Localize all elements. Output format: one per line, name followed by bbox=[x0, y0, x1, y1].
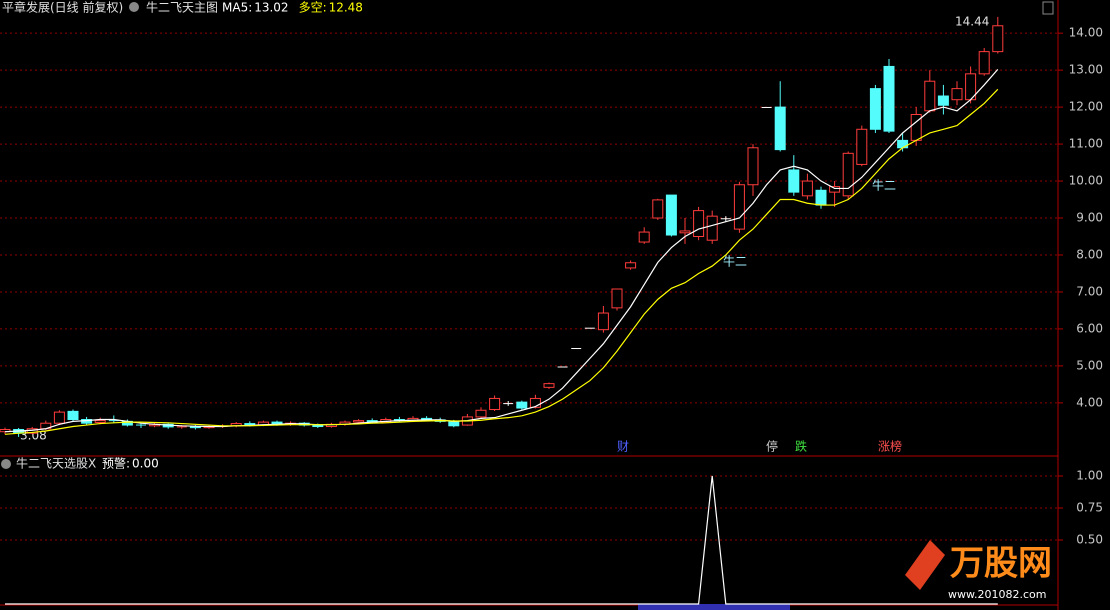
legend-colon: : bbox=[126, 457, 130, 471]
candle-body bbox=[448, 420, 460, 427]
annotation: 涨榜 bbox=[878, 439, 902, 454]
candle-body bbox=[53, 411, 65, 424]
candle-body bbox=[665, 194, 677, 236]
legend-name: MA5 bbox=[222, 1, 248, 15]
y-tick-label: 12.00 bbox=[1069, 100, 1103, 114]
candle-body bbox=[625, 262, 637, 269]
high-label: 14.44 bbox=[955, 15, 989, 29]
legend-name: 预警 bbox=[102, 456, 126, 471]
candle-body bbox=[774, 106, 786, 151]
indicator-name: 牛二飞天主图 bbox=[146, 0, 218, 15]
candle-body bbox=[856, 128, 868, 165]
y-tick-label: 7.00 bbox=[1076, 284, 1103, 298]
annotation: 财 bbox=[617, 440, 629, 454]
candle-body bbox=[801, 180, 813, 197]
candle-body bbox=[597, 312, 609, 331]
y-tick-label: 13.00 bbox=[1069, 63, 1103, 77]
legend-value: 13.02 bbox=[254, 1, 288, 15]
legend-value: 0.00 bbox=[132, 457, 159, 471]
candle-body bbox=[788, 169, 800, 193]
candle-body bbox=[924, 80, 936, 112]
candle-body bbox=[829, 186, 841, 193]
candle-body bbox=[652, 199, 664, 219]
y-tick-label: 14.00 bbox=[1069, 26, 1103, 40]
candle-body bbox=[733, 184, 745, 230]
candle-body bbox=[883, 65, 895, 132]
y-tick-label: 4.00 bbox=[1076, 395, 1103, 409]
y-tick-label: 8.00 bbox=[1076, 247, 1103, 261]
y-tick-label: 6.00 bbox=[1076, 321, 1103, 335]
menu-icon[interactable] bbox=[129, 2, 139, 12]
close-button[interactable] bbox=[1042, 1, 1054, 15]
candle-body bbox=[543, 383, 555, 388]
legend-value: 12.48 bbox=[329, 1, 363, 15]
annotation: 牛二 bbox=[872, 178, 896, 193]
candle-body bbox=[353, 420, 365, 423]
stock-title: 平章发展(日线 前复权) bbox=[2, 0, 123, 15]
candle-body bbox=[94, 420, 106, 423]
candle-body bbox=[67, 410, 79, 421]
series-line bbox=[4, 68, 999, 433]
annotation: 牛二 bbox=[723, 254, 747, 269]
candle-body bbox=[992, 25, 1004, 53]
candle-body bbox=[842, 152, 854, 197]
candle-body bbox=[815, 189, 827, 206]
legend-name: 多空 bbox=[299, 1, 323, 15]
candle-body bbox=[937, 95, 949, 106]
candle-body bbox=[679, 230, 691, 234]
candle-body bbox=[747, 147, 759, 186]
candle-body bbox=[693, 210, 705, 237]
logo-text: 万股网 bbox=[950, 544, 1052, 584]
candle-body bbox=[475, 409, 487, 418]
y-tick-label: 1.00 bbox=[1076, 469, 1103, 483]
candle-body bbox=[611, 288, 623, 309]
y-tick-label: 0.75 bbox=[1076, 501, 1103, 515]
legend-colon: : bbox=[248, 1, 252, 15]
annotation: 停 bbox=[766, 439, 778, 454]
candle-body bbox=[897, 139, 909, 149]
candle-body bbox=[978, 51, 990, 75]
candle-body bbox=[869, 88, 881, 130]
menu-icon[interactable] bbox=[1, 459, 11, 469]
y-tick-label: 0.50 bbox=[1076, 533, 1103, 547]
candle-body bbox=[951, 88, 963, 101]
logo-icon bbox=[905, 540, 945, 590]
logo-url: www.201082.com bbox=[948, 588, 1046, 601]
y-tick-label: 11.00 bbox=[1069, 137, 1103, 151]
indicator-name: 牛二飞天选股X bbox=[16, 456, 96, 471]
candle-body bbox=[529, 397, 541, 408]
annotation: 跌 bbox=[795, 439, 807, 454]
candle-body bbox=[638, 231, 650, 243]
series-line bbox=[5, 475, 998, 605]
series-line bbox=[4, 88, 999, 435]
y-tick-label: 10.00 bbox=[1069, 174, 1103, 188]
y-tick-label: 5.00 bbox=[1076, 358, 1103, 372]
legend-colon: : bbox=[323, 1, 327, 15]
candle-body bbox=[706, 215, 718, 241]
candle-body bbox=[489, 397, 501, 411]
candle-body bbox=[516, 401, 528, 409]
scroll-bar[interactable] bbox=[638, 604, 790, 610]
y-tick-label: 9.00 bbox=[1076, 211, 1103, 225]
